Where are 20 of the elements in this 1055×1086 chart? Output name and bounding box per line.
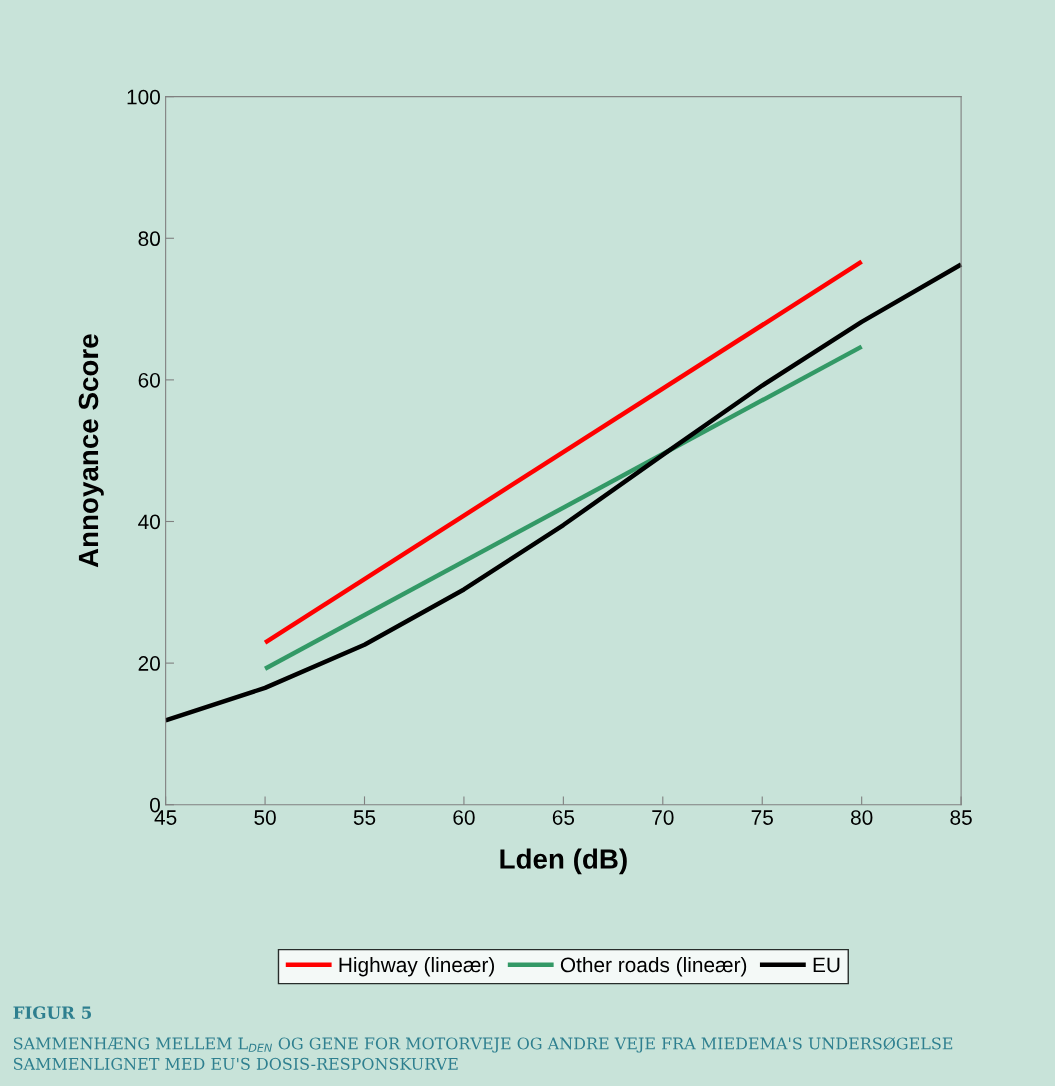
x-tick-label: 70 [652, 810, 674, 825]
y-tick-label: 80 [138, 231, 160, 247]
legend-label: Highway (lineær) [339, 956, 495, 977]
y-tick-label: 100 [127, 89, 160, 105]
x-tick-label: 50 [254, 810, 276, 825]
y-tick-label: 40 [138, 514, 160, 530]
legend-label: Other roads (lineær) [560, 956, 747, 977]
x-axis-title: Lden (dB) [500, 848, 627, 875]
y-axis-title: Annoyance Score [78, 334, 104, 568]
legend-label: EU [813, 957, 840, 973]
text: SAMMENHÆNG MELLEM L$_{DEN}$ OG GENE FOR MOTORVEJE OG ANDRE VEJE FRA MIEDEMA'S UNDERSØGELSE SAMMENLIGNET MED EU'S DOSIS-RESPONSKURVE [14, 1037, 953, 1070]
y-tick-label: 60 [138, 372, 160, 388]
text: FIGUR 5 [13, 1006, 92, 1019]
x-tick-label: 65 [552, 810, 575, 825]
x-tick-label: 60 [453, 810, 475, 825]
x-tick-label: 80 [850, 810, 873, 825]
x-tick-label: 75 [751, 810, 773, 825]
y-tick-label: 20 [138, 656, 160, 671]
x-tick-label: 55 [353, 810, 376, 825]
x-tick-label: 85 [950, 810, 972, 825]
